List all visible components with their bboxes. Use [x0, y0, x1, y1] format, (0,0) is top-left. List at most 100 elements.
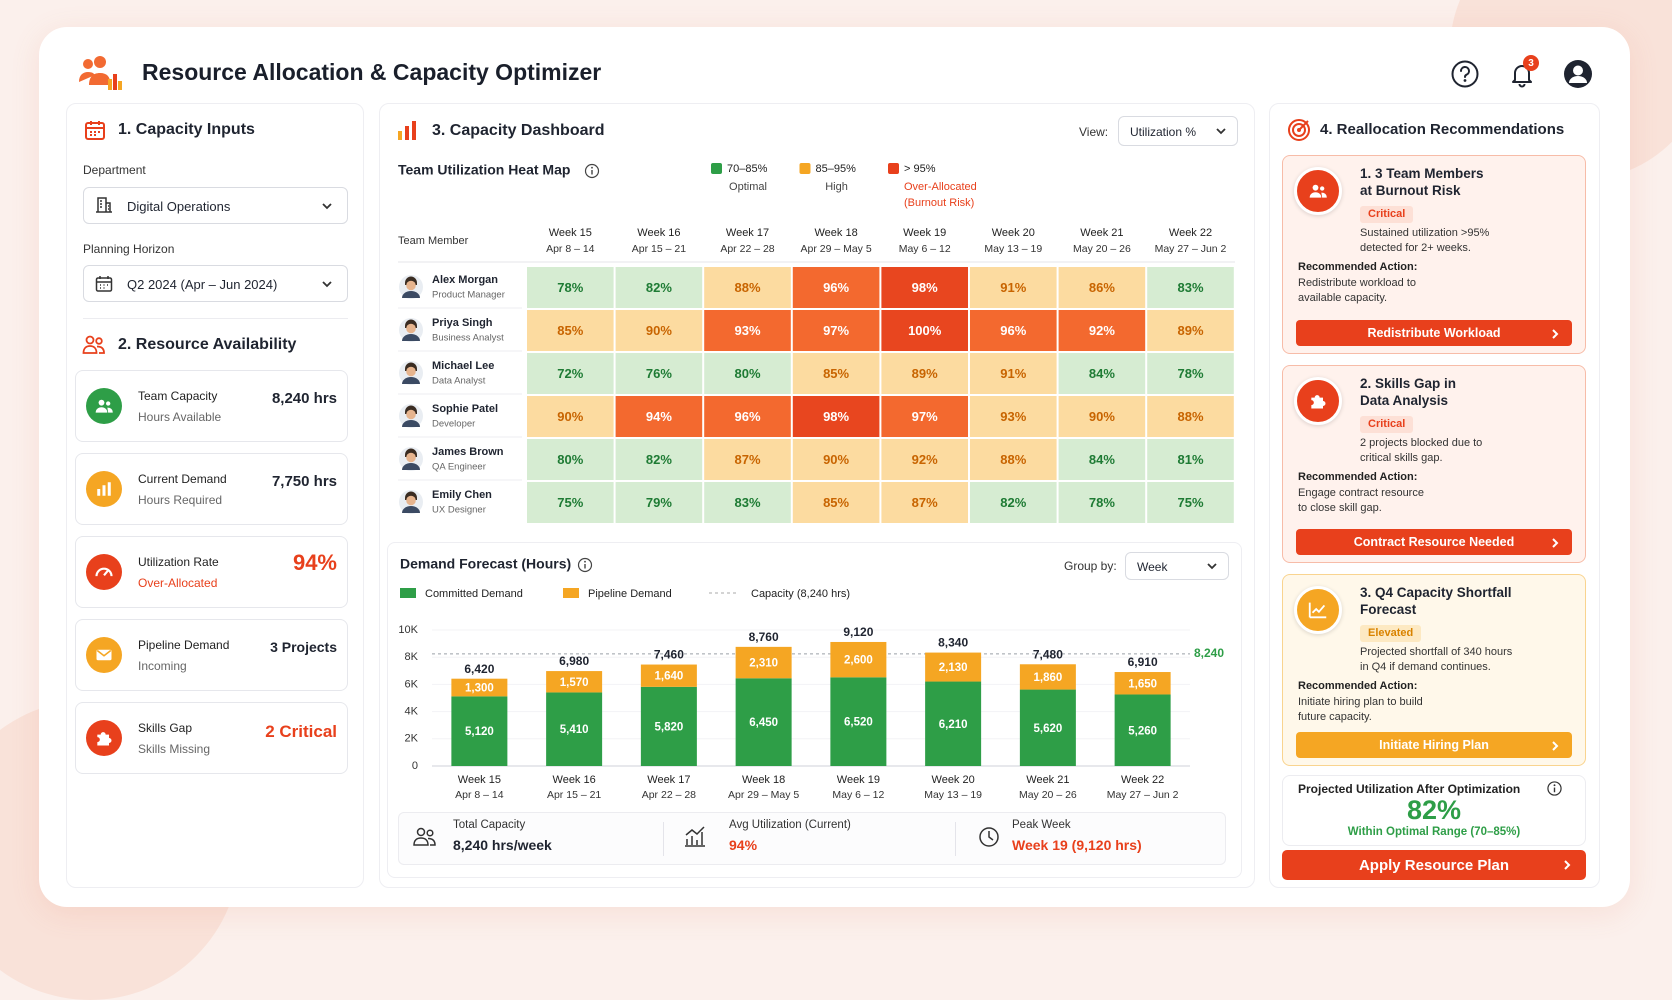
- icon-part: [1451, 60, 1479, 88]
- rec-action: Engage contract resource: [1298, 487, 1424, 499]
- section-title: 1. Capacity Inputs: [118, 121, 255, 138]
- icon-part: [1564, 860, 1571, 870]
- section-title: 4. Reallocation Recommendations: [1320, 121, 1565, 138]
- icon-part: [1308, 602, 1327, 619]
- icon-part: [322, 203, 332, 210]
- icon-part: [97, 489, 101, 496]
- field-label: Planning Horizon: [83, 242, 175, 256]
- summary-label: Peak Week: [1012, 819, 1071, 831]
- icon-part: [95, 399, 113, 413]
- help-button[interactable]: [1451, 60, 1479, 88]
- icon-part: [1311, 395, 1326, 409]
- rec-title: Forecast: [1360, 602, 1417, 617]
- icon-part: [426, 829, 434, 837]
- department-select[interactable]: [83, 187, 348, 224]
- horizon-select[interactable]: [83, 265, 348, 302]
- group-by-select[interactable]: [1125, 552, 1229, 580]
- icon-part: [107, 482, 111, 496]
- view-label: View:: [1079, 125, 1109, 139]
- icon-part: [1298, 120, 1309, 131]
- icon-part: [1309, 184, 1327, 198]
- app-title: Resource Allocation & Capacity Optimizer: [142, 59, 602, 85]
- section-title: 2. Resource Availability: [118, 336, 297, 353]
- card-sublabel: Over-Allocated: [138, 576, 218, 590]
- card-value: 8,240 hrs: [271, 390, 337, 407]
- user-avatar[interactable]: [1563, 59, 1593, 89]
- icon-part: [108, 79, 112, 90]
- people-icon: [82, 335, 105, 354]
- icon-part: [1463, 79, 1467, 82]
- card-value: 2 Critical: [265, 722, 337, 741]
- icon-part: [79, 72, 95, 82]
- rec-title: Data Analysis: [1360, 393, 1449, 408]
- rec-title: 2. Skills Gap in: [1360, 376, 1457, 391]
- info-icon[interactable]: [1547, 781, 1562, 796]
- icon-part: [98, 399, 105, 406]
- projection-value: 82%: [1406, 795, 1462, 825]
- group-by-value: Week: [1137, 560, 1168, 574]
- card-value: 3 Projects: [270, 639, 337, 655]
- field-value: Q2 2024 (Apr – Jun 2024): [127, 277, 278, 292]
- rec-button-label: Contract Resource Needed: [1353, 535, 1515, 549]
- icon-part: [1309, 192, 1322, 198]
- icon-part: [118, 81, 122, 90]
- icon-part: [1552, 538, 1559, 548]
- icon-part: [94, 56, 106, 68]
- calendar-icon: [85, 121, 105, 140]
- rec-action: future capacity.: [1298, 711, 1372, 723]
- icon-part: [1320, 186, 1325, 191]
- icon-part: [97, 732, 112, 746]
- rec-button[interactable]: Contract Resource Needed: [1296, 529, 1572, 555]
- rec-detail: Sustained utilization >95%: [1360, 227, 1490, 239]
- card-sublabel: Hours Required: [138, 493, 223, 507]
- severity-badge: Elevated: [1360, 625, 1422, 642]
- apply-button[interactable]: Apply Resource Plan: [1282, 850, 1586, 880]
- card-sublabel: Hours Available: [138, 410, 222, 424]
- card-value: 7,750 hrs: [271, 473, 337, 490]
- icon-part: [102, 485, 106, 496]
- card-sublabel: Incoming: [138, 659, 187, 673]
- icon-part: [979, 827, 999, 847]
- rec-detail: critical skills gap.: [1360, 452, 1443, 464]
- card-icon: [86, 471, 122, 507]
- card-icon: [86, 388, 122, 424]
- rec-detail: 2 projects blocked due to: [1360, 437, 1483, 449]
- projection-label: Projected Utilization After Optimization: [1298, 782, 1521, 796]
- card-label: Pipeline Demand: [138, 638, 230, 652]
- icon-part: [1569, 76, 1587, 83]
- projection-note: Within Optimal Range (70–85%): [1347, 826, 1521, 838]
- rec-button[interactable]: Redistribute Workload: [1296, 320, 1572, 346]
- icon-part: [89, 73, 110, 85]
- field-value: Digital Operations: [127, 199, 231, 214]
- icon-part: [95, 337, 103, 345]
- rec-detail: detected for 2+ weeks.: [1360, 242, 1471, 254]
- icon-part: [1207, 563, 1217, 570]
- icon-part: [1308, 602, 1327, 619]
- chevron: [322, 203, 332, 210]
- icon-part: [413, 837, 436, 846]
- icon-part: [1312, 184, 1319, 191]
- card-value: 94%: [292, 550, 337, 575]
- icon-part: [1288, 119, 1310, 141]
- icon-part: [988, 831, 994, 841]
- rec-title: 3. Q4 Capacity Shortfall: [1360, 585, 1512, 600]
- icon-part: [95, 277, 113, 292]
- summary-strip: [398, 812, 1226, 865]
- rec-title: 1. 3 Team Members: [1360, 166, 1484, 181]
- divider: [83, 318, 348, 319]
- icon-part: [85, 122, 105, 140]
- chevron: [1207, 563, 1217, 570]
- clock-icon: [979, 827, 999, 847]
- rec-button-label: Initiate Hiring Plan: [1379, 738, 1489, 752]
- icon-part: [1311, 395, 1326, 409]
- divider: [663, 822, 664, 856]
- rec-action: Initiate hiring plan to build: [1298, 696, 1423, 708]
- severity-badge: Critical: [1360, 416, 1414, 433]
- icon-part: [97, 482, 111, 496]
- projection-card: [1282, 775, 1586, 846]
- field-label: Department: [83, 163, 146, 177]
- rec-button[interactable]: Initiate Hiring Plan: [1296, 732, 1572, 758]
- notification-badge: 3: [1523, 55, 1539, 71]
- rec-button-label: Redistribute Workload: [1367, 326, 1501, 340]
- rec-icon: [1294, 377, 1342, 425]
